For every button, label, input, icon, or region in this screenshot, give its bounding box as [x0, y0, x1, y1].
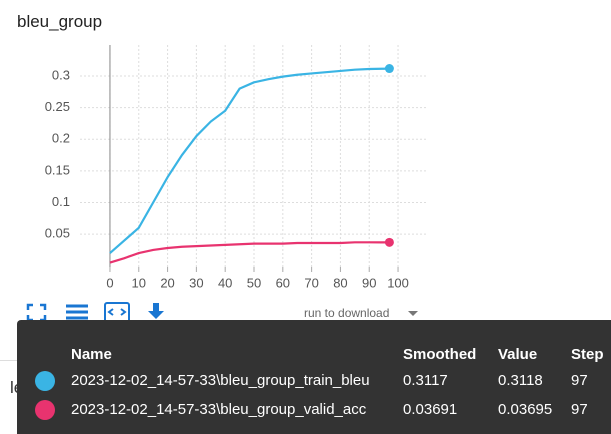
x-tick-label: 60: [276, 275, 290, 290]
tooltip-cell: 0.03691: [403, 401, 458, 418]
x-tick-label: 100: [387, 275, 409, 290]
tooltip-cell: 0.03695: [498, 401, 553, 418]
y-tick-label: 0.1: [52, 194, 70, 209]
x-tick-label: 90: [362, 275, 376, 290]
x-tick-label: 80: [333, 275, 347, 290]
x-tick-label: 40: [218, 275, 232, 290]
end-point: [384, 64, 394, 74]
y-tick-label: 0.2: [52, 131, 70, 146]
chart-title: bleu_group: [17, 12, 103, 31]
fullscreen-icon[interactable]: [26, 303, 47, 322]
x-tick-label: 30: [189, 275, 203, 290]
y-tick-label: 0.15: [45, 162, 70, 177]
tooltip-cell: 2023-12-02_14-57-33\bleu_group_valid_acc: [71, 401, 367, 418]
series-line: [109, 241, 390, 264]
column-header: Name: [71, 346, 112, 363]
x-tick-label: 70: [304, 275, 318, 290]
column-header: Value: [498, 346, 538, 363]
y-tick-label: 0.25: [45, 99, 70, 114]
x-tick-label: 10: [132, 275, 146, 290]
tooltip: Name Smoothed Value Step 2023-12-02_14-5…: [17, 320, 611, 434]
chart: 0.05 0.1 0.15 0.2 0.25 0.3 0 10 20 30 40 50 60 70 80 90…: [45, 45, 428, 290]
separator: [0, 360, 20, 361]
y-tick-label: 0.3: [52, 67, 70, 82]
series-swatch: [35, 371, 55, 391]
x-tick-label: 0: [106, 275, 113, 290]
series-swatch: [35, 400, 55, 420]
x-tick-label: 50: [247, 275, 261, 290]
tooltip-cell: 2023-12-02_14-57-33\bleu_group_train_ble…: [71, 372, 370, 389]
end-point: [384, 237, 394, 247]
legend-icon[interactable]: [66, 304, 88, 320]
x-tick-label: 20: [160, 275, 174, 290]
dropdown-arrow[interactable]: [406, 309, 426, 319]
tooltip-cell: 0.3118: [498, 372, 543, 389]
column-header: Smoothed: [403, 346, 477, 363]
tooltip-cell: 0.3117: [403, 372, 448, 389]
tooltip-cell: 97: [571, 372, 588, 389]
tooltip-cell: 97: [571, 401, 588, 418]
column-header: Step: [571, 346, 604, 363]
y-tick-label: 0.05: [45, 226, 70, 241]
download-select[interactable]: run to download: [304, 306, 390, 320]
series-line: [109, 67, 390, 254]
